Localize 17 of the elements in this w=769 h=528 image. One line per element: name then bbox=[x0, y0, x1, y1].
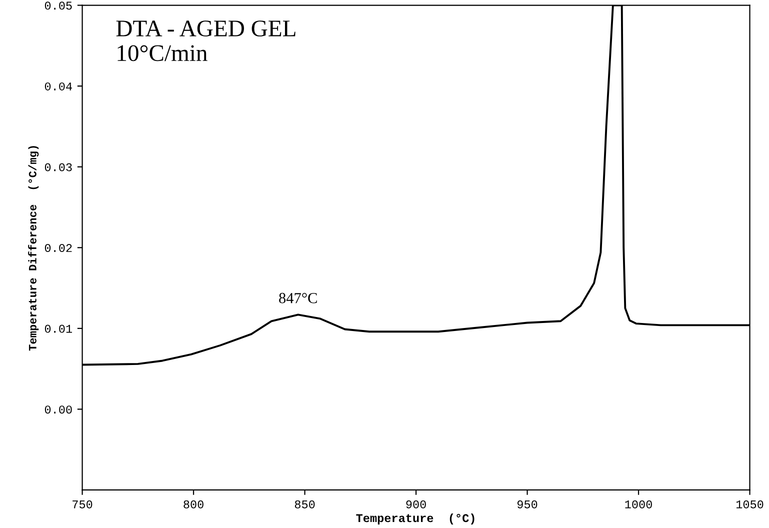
y-axis-title: Temperature Difference (°C/mg) bbox=[28, 146, 39, 351]
x-tick-label: 1050 bbox=[736, 500, 764, 508]
y-tick-label: 0.01 bbox=[44, 324, 72, 333]
x-tick-label: 800 bbox=[184, 500, 204, 508]
y-tick-label: 0.00 bbox=[44, 406, 72, 414]
x-tick-label: 850 bbox=[294, 500, 315, 508]
x-tick-label: 750 bbox=[72, 500, 92, 508]
y-tick-label: 0.03 bbox=[44, 163, 72, 172]
text: DTA - AGED GEL 10°C/min bbox=[116, 20, 296, 62]
y-tick-label: 0.05 bbox=[44, 2, 72, 10]
annotation: 847°C bbox=[279, 292, 317, 304]
x-tick-label: 1000 bbox=[625, 500, 652, 508]
y-tick-label: 0.02 bbox=[44, 244, 72, 252]
x-tick-label: 900 bbox=[406, 500, 426, 508]
x-axis-title: Temperature (°C) bbox=[356, 513, 474, 524]
x-tick-label: 950 bbox=[517, 500, 538, 508]
y-tick-label: 0.04 bbox=[44, 82, 72, 90]
